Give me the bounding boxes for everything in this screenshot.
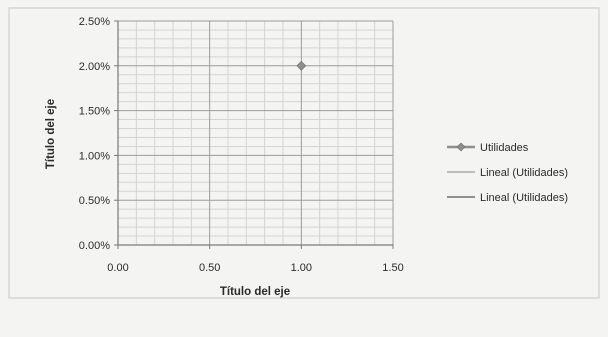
x-tick-label: 1.50 xyxy=(382,262,403,274)
y-tick-label: 2.50% xyxy=(79,16,110,28)
x-tick-label: 0.00 xyxy=(107,262,128,274)
x-tick-label: 0.50 xyxy=(199,262,220,274)
legend-label: Lineal (Utilidades) xyxy=(480,192,568,204)
y-tick-label: 1.00% xyxy=(79,150,110,162)
y-tick-label: 2.00% xyxy=(79,61,110,73)
legend-entry: Lineal (Utilidades) xyxy=(447,192,568,204)
chart-frame xyxy=(8,7,600,299)
data-points xyxy=(296,60,307,71)
x-axis-title: Título del eje xyxy=(220,286,290,298)
legend-entry: Utilidades xyxy=(447,142,529,154)
legend-swatch-marker xyxy=(456,142,466,152)
axes xyxy=(117,21,393,246)
y-tick-labels: 0.00% 0.50% 1.00% 1.50% 2.00% 2.50% xyxy=(79,16,118,252)
legend-label: Lineal (Utilidades) xyxy=(480,167,568,179)
y-tick-label: 1.50% xyxy=(79,106,110,118)
data-point xyxy=(296,60,307,71)
legend-entry: Lineal (Utilidades) xyxy=(447,167,568,179)
minor-gridlines xyxy=(118,21,393,245)
legend-label: Utilidades xyxy=(480,142,529,154)
x-tick-labels: 0.00 0.50 1.00 1.50 xyxy=(107,245,404,274)
major-gridlines xyxy=(117,20,394,246)
legend: Utilidades Lineal (Utilidades) Lineal (Uti… xyxy=(447,142,568,204)
y-tick-label: 0.50% xyxy=(79,195,110,207)
y-axis-title: Título del eje xyxy=(45,99,57,169)
x-tick-label: 1.00 xyxy=(291,262,312,274)
y-tick-label: 0.00% xyxy=(79,240,110,252)
